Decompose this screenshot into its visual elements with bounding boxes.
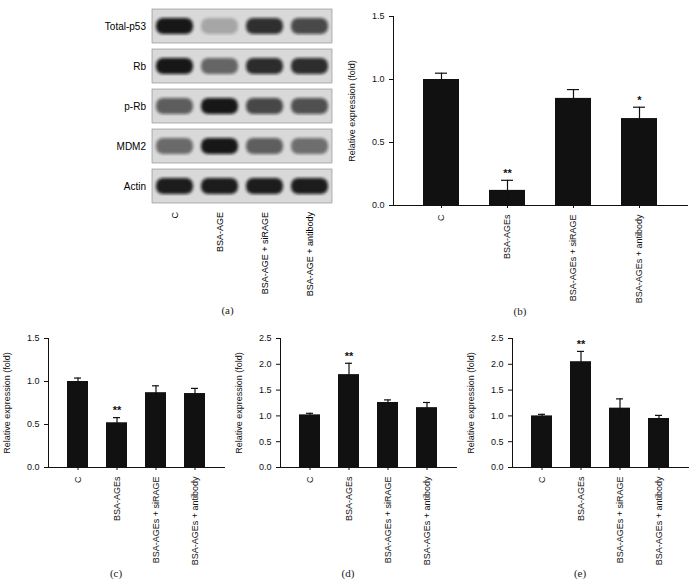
svg-text:0.5: 0.5 (259, 437, 272, 447)
html-text:(a): (a) (221, 304, 234, 316)
svg-text:BSA-AGEs + antibody: BSA-AGEs + antibody (654, 476, 664, 565)
svg-text:0.0: 0.0 (372, 200, 385, 210)
svg-text:2.0: 2.0 (259, 359, 272, 369)
svg-text:BSA-AGEs + siRAGE: BSA-AGEs + siRAGE (383, 477, 393, 564)
svg-text:BSA-AGE + siRAGE: BSA-AGE + siRAGE (260, 212, 270, 294)
svg-text:BSA-AGEs: BSA-AGEs (576, 476, 586, 521)
html-text:(c): (c) (109, 567, 123, 579)
svg-text:1.5: 1.5 (372, 11, 385, 21)
svg-text:Relative expression (fold): Relative expression (fold) (466, 352, 476, 454)
svg-text:2.0: 2.0 (491, 359, 504, 369)
svg-text:*: * (637, 94, 642, 106)
svg-text:BSA-AGEs: BSA-AGEs (502, 214, 512, 259)
svg-text:Actin: Actin (124, 181, 146, 192)
svg-text:Total-p53: Total-p53 (105, 21, 147, 32)
svg-text:0.5: 0.5 (372, 137, 385, 147)
svg-text:0.5: 0.5 (491, 437, 504, 447)
svg-text:Relative expression (fold): Relative expression (fold) (347, 60, 357, 162)
svg-text:Relative expression (fold): Relative expression (fold) (234, 352, 244, 454)
html-text:(b): (b) (513, 305, 527, 317)
html-text:(e): (e) (573, 567, 587, 579)
svg-text:**: ** (503, 167, 512, 179)
svg-text:MDM2: MDM2 (117, 141, 147, 152)
svg-text:1.5: 1.5 (259, 385, 272, 395)
svg-text:BSA-AGEs + antibody: BSA-AGEs + antibody (634, 214, 644, 303)
svg-text:BSA-AGEs + antibody: BSA-AGEs + antibody (422, 476, 432, 565)
svg-text:1.5: 1.5 (491, 385, 504, 395)
svg-text:**: ** (345, 350, 354, 362)
svg-text:Relative expression (fold): Relative expression (fold) (2, 352, 12, 454)
svg-text:**: ** (113, 404, 122, 416)
svg-text:0.5: 0.5 (27, 419, 40, 429)
svg-text:2.5: 2.5 (491, 333, 504, 343)
svg-text:C: C (537, 476, 547, 483)
svg-text:BSA-AGEs + siRAGE: BSA-AGEs + siRAGE (151, 477, 161, 564)
svg-text:BSA-AGE: BSA-AGE (215, 212, 225, 252)
svg-text:BSA-AGE + antibody: BSA-AGE + antibody (305, 212, 315, 297)
svg-text:BSA-AGEs: BSA-AGEs (344, 476, 354, 521)
svg-text:0.0: 0.0 (259, 462, 272, 472)
svg-text:p-Rb: p-Rb (124, 101, 146, 112)
svg-text:1.5: 1.5 (27, 333, 40, 343)
svg-text:BSA-AGEs + siRAGE: BSA-AGEs + siRAGE (568, 215, 578, 302)
svg-text:Rb: Rb (133, 61, 146, 72)
svg-text:C: C (73, 476, 83, 483)
svg-text:2.5: 2.5 (259, 333, 272, 343)
svg-text:C: C (305, 476, 315, 483)
svg-text:BSA-AGEs + siRAGE: BSA-AGEs + siRAGE (615, 477, 625, 564)
svg-text:**: ** (577, 338, 586, 350)
svg-text:1.0: 1.0 (27, 376, 40, 386)
svg-text:1.0: 1.0 (259, 411, 272, 421)
svg-text:C: C (436, 214, 446, 221)
svg-text:C: C (170, 212, 180, 219)
html-text:(d): (d) (341, 567, 355, 579)
svg-text:BSA-AGEs: BSA-AGEs (112, 476, 122, 521)
svg-text:BSA-AGEs + antibody: BSA-AGEs + antibody (190, 476, 200, 565)
svg-text:0.0: 0.0 (491, 462, 504, 472)
svg-text:0.0: 0.0 (27, 462, 40, 472)
svg-text:1.0: 1.0 (372, 74, 385, 84)
svg-text:1.0: 1.0 (491, 411, 504, 421)
